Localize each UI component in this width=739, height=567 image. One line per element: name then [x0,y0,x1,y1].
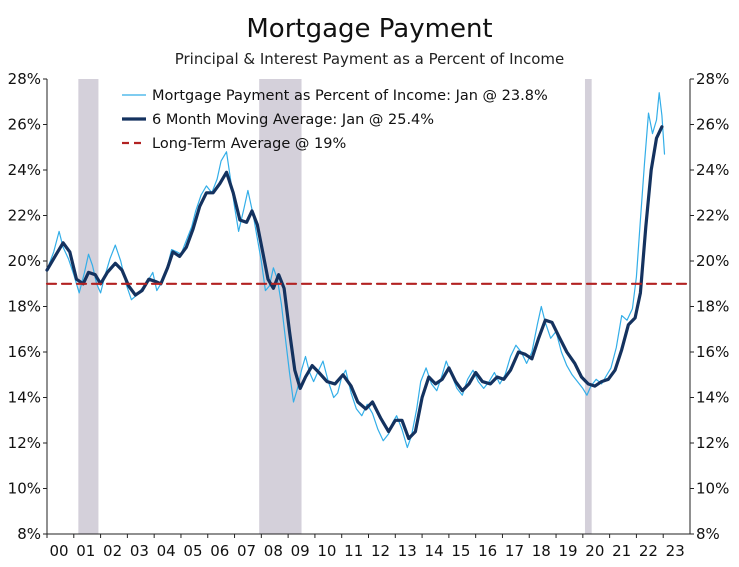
x-tick-label: 06 [210,542,229,560]
x-tick-label: 04 [157,542,176,560]
x-tick-label: 15 [451,542,470,560]
y-tick-label-left: 12% [8,434,41,452]
y-tick-label-left: 26% [8,116,41,134]
x-tick-label: 10 [317,542,336,560]
x-tick-label: 11 [344,542,363,560]
x-tick-label: 01 [76,542,95,560]
y-tick-label-right: 18% [696,298,729,316]
y-tick-label-right: 8% [696,525,720,543]
x-tick-label: 08 [264,542,283,560]
legend-label: 6 Month Moving Average: Jan @ 25.4% [152,112,434,128]
y-tick-label-left: 10% [8,480,41,498]
x-tick-label: 14 [425,542,444,560]
y-tick-label-right: 12% [696,434,729,452]
y-tick-label-left: 28% [8,70,41,88]
legend-label: Mortgage Payment as Percent of Income: J… [152,88,548,104]
y-tick-label-right: 20% [696,252,729,270]
chart-title: Mortgage Payment [246,14,493,44]
recession-bar [259,79,302,534]
x-tick-label: 02 [103,542,122,560]
x-tick-label: 09 [291,542,310,560]
y-tick-label-left: 22% [8,207,41,225]
x-tick-label: 21 [612,542,631,560]
x-tick-label: 12 [371,542,390,560]
y-tick-label-left: 18% [8,298,41,316]
x-tick-label: 17 [505,542,524,560]
x-tick-label: 22 [639,542,658,560]
recession-bar [78,79,99,534]
x-tick-label: 00 [49,542,68,560]
y-tick-label-right: 26% [696,116,729,134]
x-tick-label: 03 [130,542,149,560]
x-tick-label: 20 [585,542,604,560]
y-tick-label-right: 24% [696,161,729,179]
x-tick-label: 19 [558,542,577,560]
y-tick-label-left: 16% [8,343,41,361]
series-line [45,125,664,441]
x-tick-label: 05 [183,542,202,560]
x-tick-label: 16 [478,542,497,560]
y-tick-label-left: 8% [17,525,41,543]
legend-label: Long-Term Average @ 19% [152,136,346,152]
y-tick-label-right: 22% [696,207,729,225]
chart-subtitle: Principal & Interest Payment as a Percen… [174,50,565,68]
y-tick-label-right: 28% [696,70,729,88]
y-tick-label-right: 14% [696,389,729,407]
recession-bar [584,79,592,534]
x-tick-label: 07 [237,542,256,560]
y-tick-label-left: 24% [8,161,41,179]
y-tick-label-right: 10% [696,480,729,498]
y-tick-label-right: 16% [696,343,729,361]
x-tick-label: 18 [532,542,551,560]
y-tick-label-left: 14% [8,389,41,407]
x-tick-label: 13 [398,542,417,560]
y-tick-label-left: 20% [8,252,41,270]
x-tick-label: 23 [666,542,685,560]
